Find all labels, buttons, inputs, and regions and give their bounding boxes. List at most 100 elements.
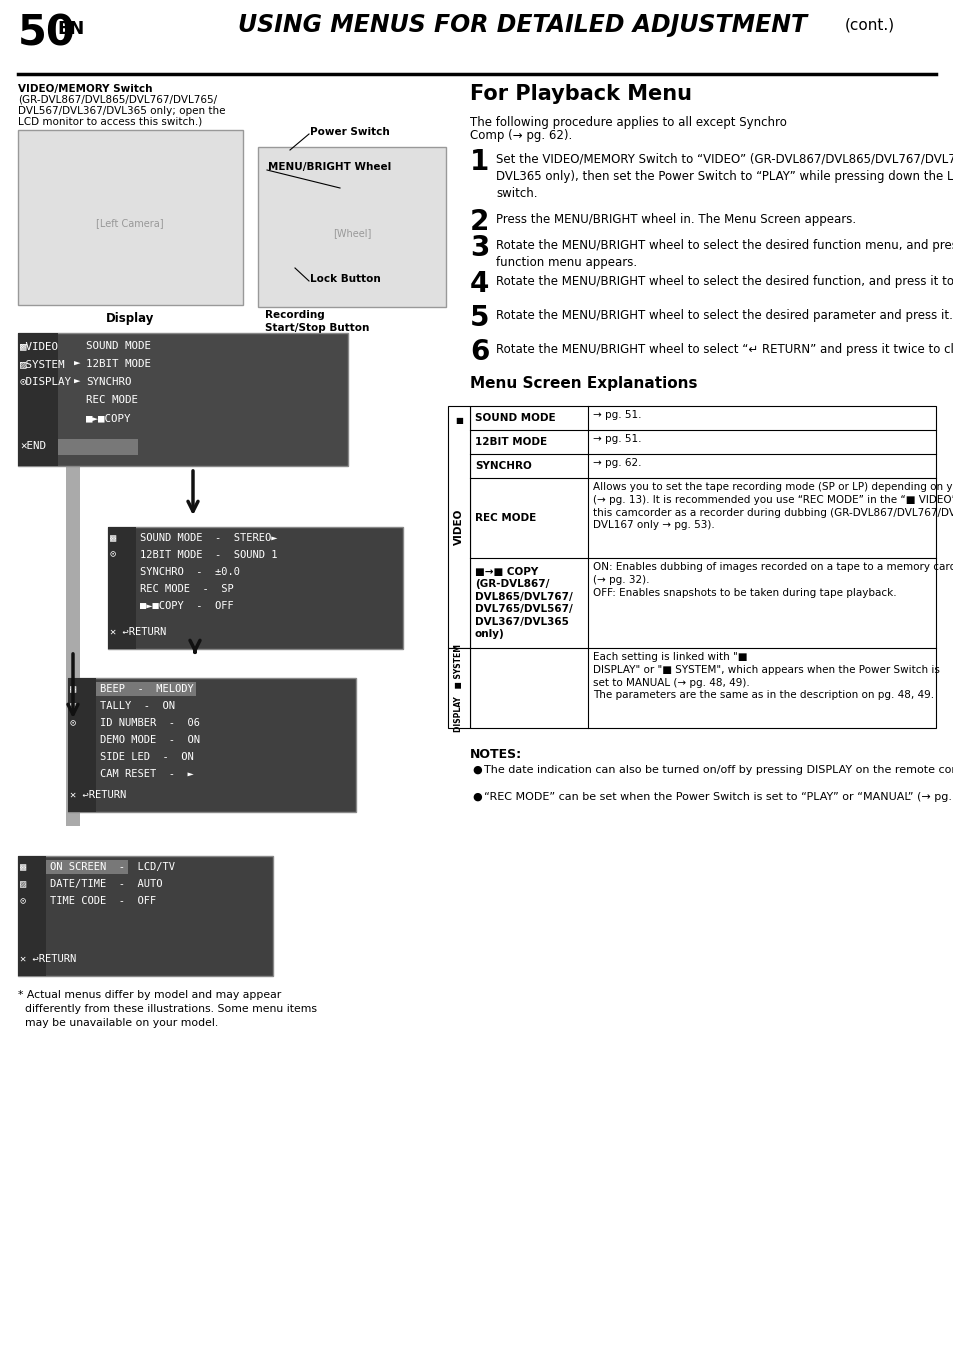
Text: Press the MENU/BRIGHT wheel in. The Menu Screen appears.: Press the MENU/BRIGHT wheel in. The Menu… [496,213,855,226]
Bar [68,678,355,812]
Text: ●: ● [472,793,481,802]
Text: ■→■ COPY
(GR-DVL867/
DVL865/DVL767/
DVL765/DVL567/
DVL367/DVL365
only): ■→■ COPY (GR-DVL867/ DVL865/DVL767/ DVL7… [475,566,572,640]
Bar [18,333,348,466]
Text: ▩: ▩ [70,684,76,694]
Text: Rotate the MENU/BRIGHT wheel to select “↵ RETURN” and press it twice to close th: Rotate the MENU/BRIGHT wheel to select “… [496,343,953,356]
Bar [448,406,470,648]
Text: DEMO MODE  -  ON: DEMO MODE - ON [100,734,200,745]
Text: ▩: ▩ [110,533,116,543]
Bar [470,430,587,454]
Text: For Playback Menu: For Playback Menu [470,84,691,104]
Text: [Wheel]: [Wheel] [333,228,371,238]
Text: 12BIT MODE: 12BIT MODE [475,438,547,447]
Text: SYNCHRO  -  ±0.0: SYNCHRO - ±0.0 [140,566,240,577]
Text: ✕ ↩RETURN: ✕ ↩RETURN [20,954,76,963]
Text: DVL567/DVL367/DVL365 only; open the: DVL567/DVL367/DVL365 only; open the [18,106,225,117]
Text: SIDE LED  -  ON: SIDE LED - ON [100,752,193,762]
Bar [18,856,273,976]
Text: Menu Screen Explanations: Menu Screen Explanations [470,375,697,392]
Bar [470,558,587,648]
Text: CAM RESET  -  ►: CAM RESET - ► [100,770,193,779]
Text: ▨: ▨ [70,701,76,711]
Text: The date indication can also be turned on/off by pressing DISPLAY on the remote : The date indication can also be turned o… [483,766,953,775]
Text: REC MODE  -  SP: REC MODE - SP [140,584,233,593]
Bar [257,146,446,308]
Text: VIDEO/MEMORY Switch: VIDEO/MEMORY Switch [18,84,152,93]
Text: (cont.): (cont.) [844,18,894,33]
Text: LCD monitor to access this switch.): LCD monitor to access this switch.) [18,117,202,127]
Bar [96,682,195,696]
Text: ■►■COPY: ■►■COPY [86,413,132,423]
Text: 2: 2 [470,209,489,236]
Text: Display: Display [106,312,154,325]
Text: ON SCREEN  -  LCD/TV: ON SCREEN - LCD/TV [50,862,174,873]
Bar [18,333,58,466]
Bar [470,478,587,558]
Text: Rotate the MENU/BRIGHT wheel to select the desired function, and press it to dis: Rotate the MENU/BRIGHT wheel to select t… [496,275,953,289]
Text: ■: ■ [455,416,462,425]
Text: ID NUMBER  -  06: ID NUMBER - 06 [100,718,200,728]
Text: ON: Enables dubbing of images recorded on a tape to a memory card
(→ pg. 32).
OF: ON: Enables dubbing of images recorded o… [593,562,953,598]
Text: Rotate the MENU/BRIGHT wheel to select the desired parameter and press it. Selec: Rotate the MENU/BRIGHT wheel to select t… [496,309,953,322]
Bar [470,648,587,728]
Bar [66,466,80,827]
Text: ▨SYSTEM: ▨SYSTEM [20,359,66,369]
Text: [Left Camera]: [Left Camera] [96,218,164,228]
Text: ▩: ▩ [20,862,27,873]
Text: ●: ● [472,766,481,775]
Text: TALLY  -  ON: TALLY - ON [100,701,174,711]
Text: ■►■COPY  -  OFF: ■►■COPY - OFF [140,602,233,611]
Bar [18,130,243,305]
Text: → pg. 51.: → pg. 51. [593,434,640,444]
Text: Lock Button: Lock Button [310,274,380,285]
Text: DISPLAY   ■ SYSTEM: DISPLAY ■ SYSTEM [454,644,463,732]
Text: SYNCHRO: SYNCHRO [86,377,132,388]
Text: (GR-DVL867/DVL865/DVL767/DVL765/: (GR-DVL867/DVL865/DVL767/DVL765/ [18,95,217,104]
Text: ►: ► [74,359,80,369]
Text: Comp (→ pg. 62).: Comp (→ pg. 62). [470,129,572,142]
Text: USING MENUS FOR DETAILED ADJUSTMENT: USING MENUS FOR DETAILED ADJUSTMENT [237,14,806,37]
Text: ✕ ↩RETURN: ✕ ↩RETURN [70,790,126,799]
Text: The following procedure applies to all except Synchro: The following procedure applies to all e… [470,117,786,129]
Text: 3: 3 [470,234,489,262]
Text: ⊙: ⊙ [70,718,76,728]
Text: SOUND MODE: SOUND MODE [86,341,151,351]
Text: Power Switch: Power Switch [310,127,390,137]
Text: Each setting is linked with "■
DISPLAY" or "■ SYSTEM", which appears when the Po: Each setting is linked with "■ DISPLAY" … [593,652,939,701]
Bar [470,406,935,728]
Text: 12BIT MODE: 12BIT MODE [86,359,151,369]
Text: Allows you to set the tape recording mode (SP or LP) depending on your preferenc: Allows you to set the tape recording mod… [593,482,953,530]
Text: “REC MODE” can be set when the Power Switch is set to “PLAY” or “MANUAL” (→ pg. : “REC MODE” can be set when the Power Swi… [483,793,953,802]
Text: * Actual menus differ by model and may appear
  differently from these illustrat: * Actual menus differ by model and may a… [18,991,316,1028]
Text: 6: 6 [470,337,489,366]
Text: MENU/BRIGHT Wheel: MENU/BRIGHT Wheel [268,163,391,172]
Text: BEEP  -  MELODY: BEEP - MELODY [100,684,193,694]
Text: Set the VIDEO/MEMORY Switch to “VIDEO” (GR-DVL867/DVL865/DVL767/DVL765/DVL567/DV: Set the VIDEO/MEMORY Switch to “VIDEO” (… [496,153,953,201]
Text: ▩VIDEO: ▩VIDEO [20,341,59,351]
Bar [46,860,128,874]
Text: → pg. 51.: → pg. 51. [593,411,640,420]
Bar [58,439,138,455]
Text: 5: 5 [470,304,489,332]
Text: ⊙DISPLAY: ⊙DISPLAY [20,377,71,388]
Text: ✕ ↩RETURN: ✕ ↩RETURN [110,627,166,637]
Bar [108,527,402,649]
Text: 12BIT MODE  -  SOUND 1: 12BIT MODE - SOUND 1 [140,550,277,560]
Text: SOUND MODE  -  STEREO►: SOUND MODE - STEREO► [140,533,277,543]
Bar [470,406,587,430]
Bar [68,678,96,812]
Text: ►: ► [74,377,80,388]
Text: 4: 4 [470,270,489,298]
Text: SOUND MODE: SOUND MODE [475,413,555,423]
Text: TIME CODE  -  OFF: TIME CODE - OFF [50,896,156,906]
Text: 1: 1 [470,148,489,176]
Text: NOTES:: NOTES: [470,748,521,762]
Bar [18,856,46,976]
Bar [470,454,587,478]
Text: ⊙: ⊙ [20,896,27,906]
Text: REC MODE: REC MODE [475,514,536,523]
Text: 50: 50 [18,12,76,54]
Text: ▨: ▨ [20,879,27,889]
Text: Recording
Start/Stop Button: Recording Start/Stop Button [265,310,369,333]
Bar [108,527,136,649]
